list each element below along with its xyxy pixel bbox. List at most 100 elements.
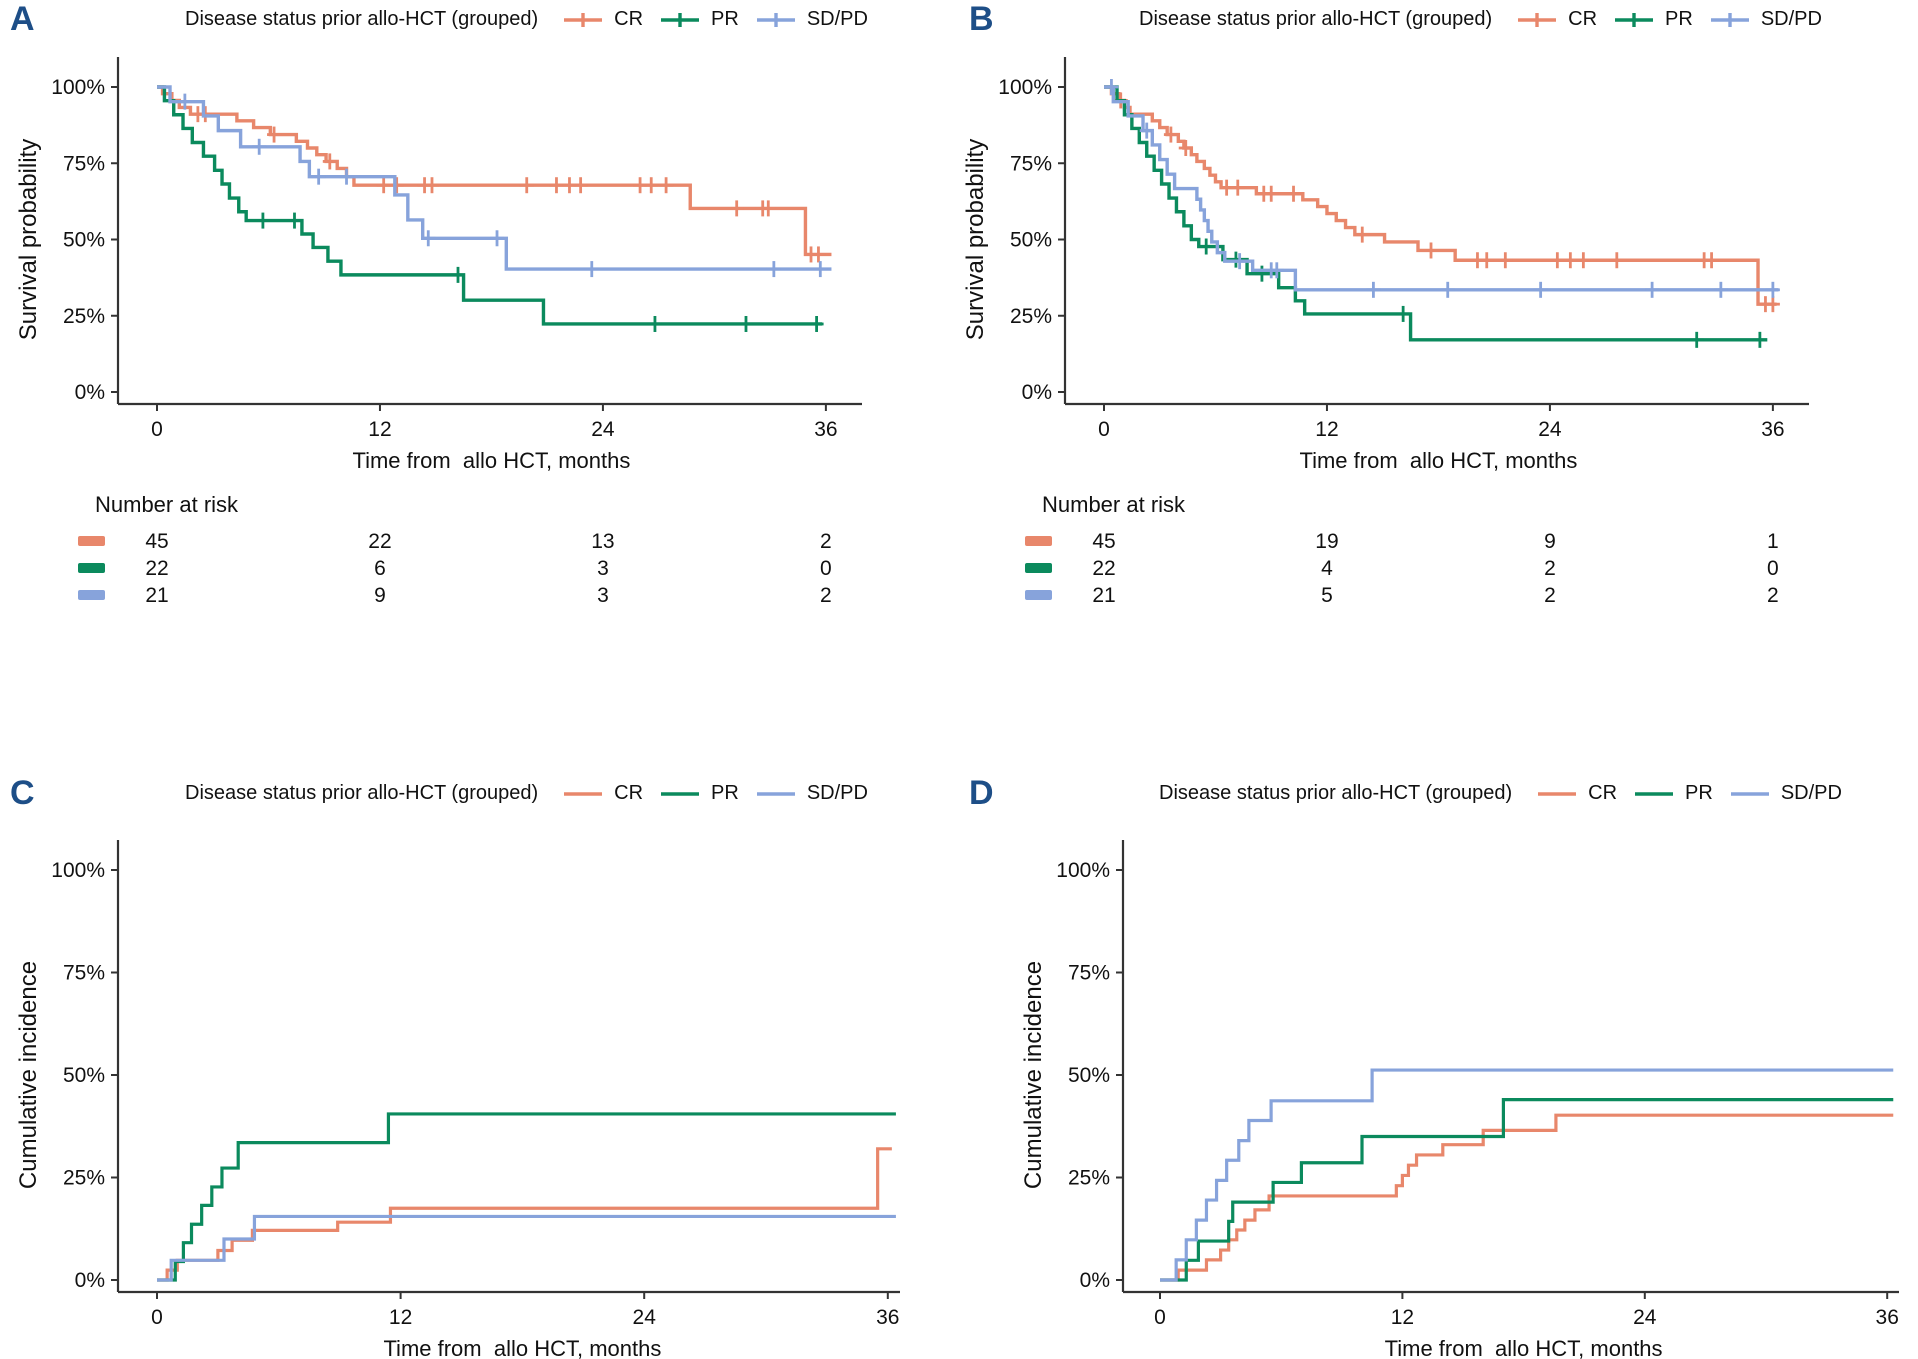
legend-key-pr-icon xyxy=(1615,12,1654,27)
legend-key-pr-icon xyxy=(661,12,700,27)
legend-title: Disease status prior allo-HCT (grouped) xyxy=(1159,782,1513,804)
y-tick-label: 100% xyxy=(51,76,105,99)
legend-key-cr-icon xyxy=(564,791,603,796)
y-tick-label: 100% xyxy=(1056,859,1110,882)
y-tick-label: 25% xyxy=(63,1167,105,1190)
legend-a: Disease status prior allo-HCT (grouped) … xyxy=(100,8,953,31)
legend-label-sdpd: SD/PD xyxy=(806,782,868,804)
legend-key-pr-icon xyxy=(1635,791,1674,796)
x-tick-label: 0 xyxy=(1154,1306,1166,1329)
y-axis-title: Survival probability xyxy=(962,139,989,340)
x-tick-label: 0 xyxy=(151,1306,163,1329)
legend-label-pr: PR xyxy=(1665,8,1693,30)
legend-title: Disease status prior allo-HCT (grouped) xyxy=(185,782,539,804)
x-axis-title: Time from allo HCT, months xyxy=(352,448,630,473)
y-tick-label: 100% xyxy=(998,76,1052,99)
km-curve-cr xyxy=(1104,85,1777,306)
x-tick-label: 0 xyxy=(151,418,163,441)
legend-item-sdpd: SD/PD xyxy=(754,8,868,31)
survival-chart-a: 100% 75% 50% 25% 0% 0 12 24 36 Time from allo HCT… xyxy=(15,57,862,473)
x-tick-label: 36 xyxy=(876,1306,899,1329)
x-tick-label: 36 xyxy=(1761,418,1784,441)
panel-letter-a: A xyxy=(10,0,35,38)
y-tick-label: 25% xyxy=(63,305,105,328)
y-tick-label: 50% xyxy=(63,229,105,252)
legend-item-sdpd: SD/PD xyxy=(1708,8,1822,31)
y-tick-label: 50% xyxy=(63,1064,105,1087)
y-tick-label: 75% xyxy=(63,962,105,985)
km-curve-sdpd xyxy=(1160,1068,1894,1282)
legend-item-pr: PR xyxy=(658,8,739,31)
y-axis-title: Cumulative incidence xyxy=(1020,961,1047,1189)
legend-item-cr: CR xyxy=(1515,8,1597,31)
km-curve-cr xyxy=(157,85,832,257)
legend-item-cr: CR xyxy=(561,8,643,31)
legend-key-sdpd-icon xyxy=(1710,12,1749,27)
x-tick-label: 24 xyxy=(1538,418,1562,441)
y-tick-label: 0% xyxy=(75,1269,105,1292)
legend-label-pr: PR xyxy=(711,782,739,804)
legend-label-pr: PR xyxy=(1685,782,1713,804)
y-tick-label: 75% xyxy=(63,152,105,175)
y-tick-label: 50% xyxy=(1068,1064,1110,1087)
panel-c: 100% 75% 50% 25% 0% 0 12 24 36 Time from allo HCT… xyxy=(0,770,959,1359)
legend-label-cr: CR xyxy=(1568,8,1598,30)
legend-item-cr: CR xyxy=(1535,782,1617,805)
legend-c: Disease status prior allo-HCT (grouped) … xyxy=(100,782,953,805)
legend-key-pr-icon xyxy=(661,791,700,796)
km-curve-pr xyxy=(157,85,823,326)
legend-key-cr-icon xyxy=(1518,12,1557,27)
legend-key-sdpd-icon xyxy=(756,12,795,27)
km-curve-sdpd xyxy=(157,85,832,271)
y-tick-label: 75% xyxy=(1068,962,1110,985)
x-axis-title: Time from allo HCT, months xyxy=(1385,1336,1663,1359)
legend-label-cr: CR xyxy=(1588,782,1618,804)
legend-item-sdpd: SD/PD xyxy=(1728,782,1842,805)
x-axis-title: Time from allo HCT, months xyxy=(383,1336,661,1359)
survival-chart-b: 100% 75% 50% 25% 0% 0 12 24 36 Time from allo HCT… xyxy=(962,57,1809,473)
legend-label-sdpd: SD/PD xyxy=(806,8,868,30)
x-tick-label: 36 xyxy=(814,418,837,441)
legend-label-pr: PR xyxy=(711,8,739,30)
incidence-chart-d: 100% 75% 50% 25% 0% 0 12 24 36 Time from allo HCT… xyxy=(1020,840,1899,1359)
y-tick-label: 25% xyxy=(1068,1167,1110,1190)
x-tick-label: 36 xyxy=(1876,1306,1899,1329)
panel-a: 100% 75% 50% 25% 0% 0 12 24 36 Time from allo HCT… xyxy=(0,0,959,770)
legend-title: Disease status prior allo-HCT (grouped) xyxy=(1139,8,1493,30)
legend-item-pr: PR xyxy=(658,782,739,805)
y-tick-label: 25% xyxy=(1010,305,1052,328)
y-tick-label: 0% xyxy=(1022,381,1052,404)
legend-d: Disease status prior allo-HCT (grouped) … xyxy=(1089,782,1912,805)
km-curve-cr xyxy=(157,1147,892,1282)
legend-title: Disease status prior allo-HCT (grouped) xyxy=(185,8,539,30)
x-tick-label: 24 xyxy=(591,418,615,441)
legend-item-pr: PR xyxy=(1632,782,1713,805)
panel-b: 100% 75% 50% 25% 0% 0 12 24 36 Time from allo HCT… xyxy=(959,0,1918,770)
legend-key-cr-icon xyxy=(564,12,603,27)
km-curve-pr xyxy=(1104,85,1768,342)
x-tick-label: 12 xyxy=(1391,1306,1414,1329)
x-tick-label: 12 xyxy=(389,1306,412,1329)
y-tick-label: 0% xyxy=(75,381,105,404)
legend-b: Disease status prior allo-HCT (grouped) … xyxy=(1049,8,1912,31)
panel-letter-d: D xyxy=(969,774,994,812)
x-tick-label: 12 xyxy=(1315,418,1338,441)
legend-key-sdpd-icon xyxy=(1730,791,1769,796)
legend-label-sdpd: SD/PD xyxy=(1780,782,1842,804)
legend-label-cr: CR xyxy=(614,782,644,804)
km-curve-sdpd xyxy=(157,1214,896,1282)
x-tick-label: 24 xyxy=(633,1306,657,1329)
x-tick-label: 12 xyxy=(368,418,391,441)
legend-key-cr-icon xyxy=(1538,791,1577,796)
legend-item-pr: PR xyxy=(1612,8,1693,31)
y-axis-title: Survival probability xyxy=(15,139,42,340)
panel-d: 100% 75% 50% 25% 0% 0 12 24 36 Time from allo HCT… xyxy=(959,770,1918,1359)
legend-label-sdpd: SD/PD xyxy=(1760,8,1822,30)
y-axis-title: Cumulative incidence xyxy=(15,961,42,1189)
km-curve-sdpd xyxy=(1104,85,1779,292)
x-tick-label: 0 xyxy=(1098,418,1110,441)
km-curve-pr xyxy=(1160,1098,1894,1282)
km-curve-pr xyxy=(157,1112,896,1282)
x-tick-label: 24 xyxy=(1633,1306,1657,1329)
